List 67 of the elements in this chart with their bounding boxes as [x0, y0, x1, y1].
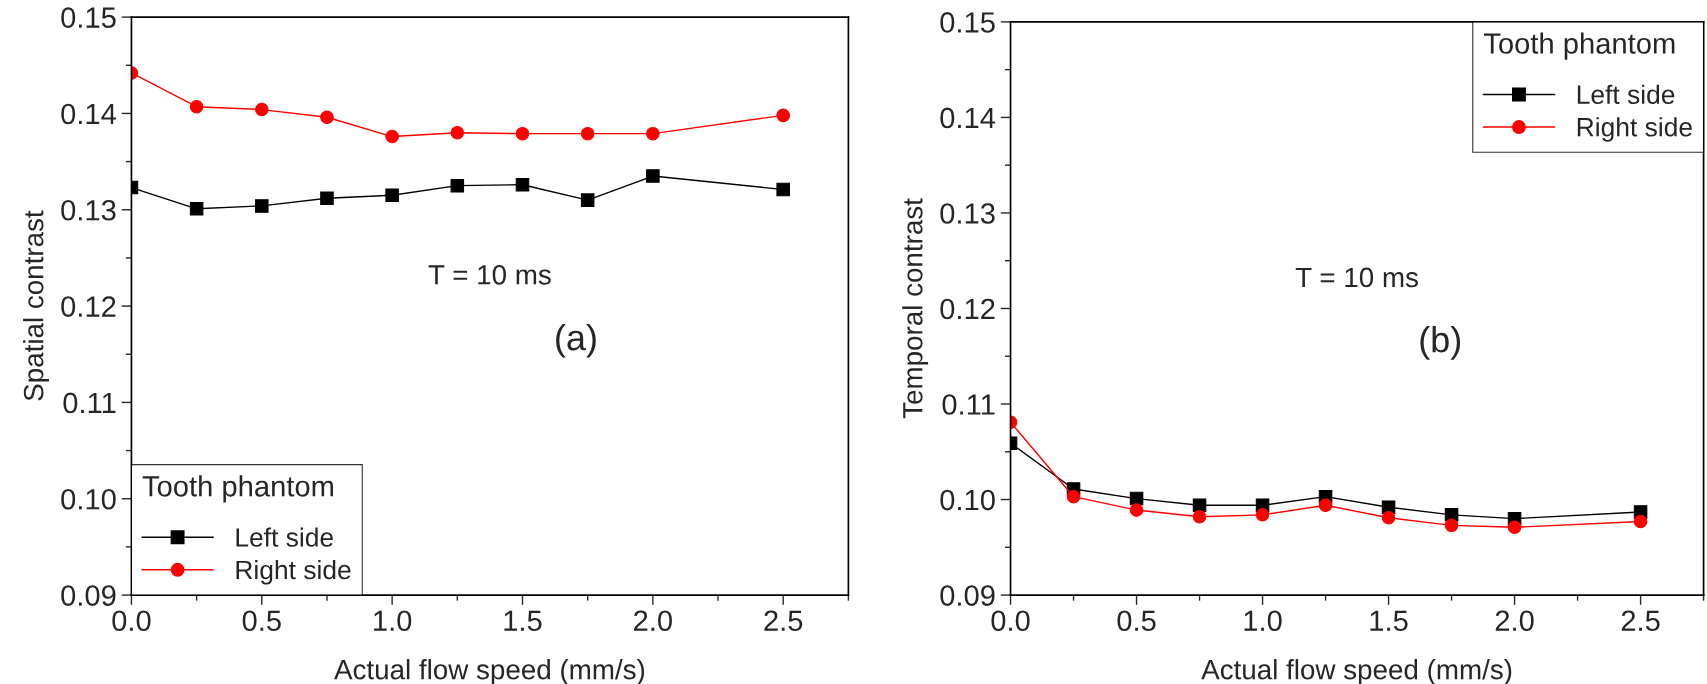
y-axis-title: Temporal contrast: [902, 198, 929, 419]
legend-label: Right side: [236, 559, 351, 585]
point: [255, 199, 269, 213]
point: [1444, 518, 1459, 533]
x-tick-label: 0.5: [242, 610, 281, 632]
x-tick-label: 0.0: [112, 610, 151, 632]
point: [189, 99, 204, 114]
y-tick-label: 0.11: [63, 392, 116, 414]
x-axis-title: Actual flow speed (mm/s): [1201, 659, 1512, 684]
x-axis-title: Actual flow speed (mm/s): [334, 659, 645, 684]
annotation: (a): [556, 323, 596, 358]
point: [450, 125, 465, 140]
point: [320, 110, 334, 125]
point: [1381, 510, 1396, 525]
point: [515, 126, 530, 141]
y-tick-label: 0.13: [61, 199, 116, 221]
legend-title: Tooth phantom: [142, 475, 334, 503]
point: [385, 129, 399, 144]
y-tick-label: 0.14: [940, 107, 996, 129]
y-tick-label: 0.13: [940, 203, 995, 224]
annotation: T = 10 ms: [428, 264, 551, 285]
x-tick-label: 0.0: [991, 610, 1030, 632]
y-tick-label: 0.15: [61, 7, 116, 28]
y-tick-label: 0.12: [61, 296, 116, 317]
y-tick-label: 0.14: [61, 103, 117, 125]
point: [580, 193, 595, 207]
point: [189, 202, 204, 216]
annotation: (b): [1420, 326, 1461, 360]
point: [1129, 503, 1144, 517]
y-tick-label: 0.10: [940, 489, 995, 511]
point: [646, 169, 660, 183]
y-tick-label: 0.12: [940, 298, 995, 320]
annotation: T = 10 ms: [1295, 267, 1418, 288]
point: [1255, 508, 1270, 522]
x-tick-label: 1.0: [374, 610, 412, 632]
point: [515, 177, 530, 192]
x-tick-label: 1.5: [1370, 610, 1408, 632]
x-tick-label: 1.0: [1244, 610, 1282, 632]
y-tick-label: 0.11: [942, 394, 995, 415]
x-tick-label: 2.0: [634, 610, 672, 632]
x-tick-label: 0.5: [1117, 610, 1156, 632]
point: [1066, 489, 1081, 504]
x-tick-label: 2.5: [1621, 610, 1660, 632]
point: [580, 126, 595, 141]
point: [646, 126, 660, 141]
point: [1318, 498, 1333, 513]
point: [1633, 514, 1648, 529]
point: [385, 188, 399, 203]
point: [1192, 509, 1207, 524]
point: [320, 191, 334, 205]
point: [450, 178, 465, 193]
legend-title: Tooth phantom: [1483, 32, 1675, 60]
y-tick-label: 0.10: [61, 488, 116, 510]
y-tick-label: 0.09: [61, 585, 116, 606]
point: [1507, 520, 1522, 535]
y-axis-title: Spatial contrast: [23, 210, 49, 401]
point: [255, 102, 269, 117]
point: [776, 108, 790, 123]
point: [776, 182, 790, 197]
y-tick-label: 0.15: [940, 12, 995, 33]
legend-label: Right side: [1577, 117, 1692, 142]
legend-label: Left side: [236, 527, 333, 547]
x-tick-label: 2.5: [764, 610, 803, 632]
x-tick-label: 1.5: [504, 610, 542, 632]
x-tick-label: 2.0: [1495, 610, 1534, 632]
legend-label: Left side: [1577, 84, 1675, 105]
y-tick-label: 0.09: [940, 585, 995, 606]
